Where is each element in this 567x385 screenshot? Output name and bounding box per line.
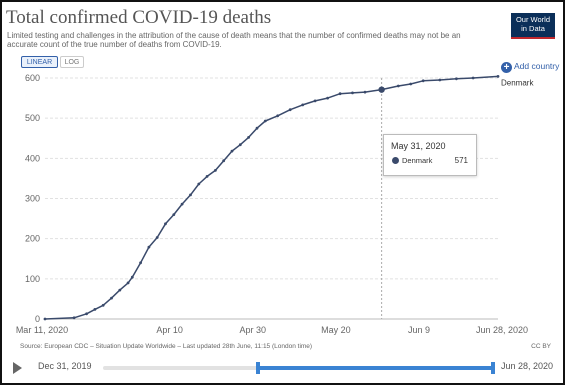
license-label[interactable]: CC BY xyxy=(531,343,551,350)
tooltip-value: 571 xyxy=(454,156,468,165)
logo-line-1: Our World xyxy=(515,15,551,24)
add-country-label: Add country xyxy=(514,61,560,71)
logo-line-2: in Data xyxy=(521,24,545,33)
timeline-start-handle[interactable] xyxy=(255,362,260,374)
chart-subtitle: Limited testing and challenges in the at… xyxy=(7,31,461,49)
add-country-button[interactable]: + Add country xyxy=(501,61,559,73)
play-icon[interactable] xyxy=(13,362,22,374)
timeline-start-label: Dec 31, 2019 xyxy=(38,361,92,371)
timeline-end-label: Jun 28, 2020 xyxy=(501,361,554,371)
timeline-selected-range[interactable] xyxy=(257,366,494,370)
timeline-slider[interactable]: Dec 31, 2019 Jun 28, 2020 xyxy=(0,358,567,380)
owid-logo[interactable]: Our World in Data xyxy=(511,13,555,39)
plus-circle-icon: + xyxy=(501,62,512,73)
timeline-end-handle[interactable] xyxy=(491,362,496,374)
linear-scale-button[interactable]: LINEAR xyxy=(21,56,58,68)
tooltip-series-name: Denmark xyxy=(402,156,433,165)
hover-tooltip: May 31, 2020 Denmark 571 xyxy=(383,134,477,176)
tooltip-series-dot xyxy=(392,157,399,164)
tooltip-date: May 31, 2020 xyxy=(391,141,446,151)
chart-title: Total confirmed COVID-19 deaths xyxy=(6,7,272,28)
log-scale-button[interactable]: LOG xyxy=(60,56,84,68)
source-note[interactable]: Source: European CDC – Situation Update … xyxy=(20,343,313,350)
